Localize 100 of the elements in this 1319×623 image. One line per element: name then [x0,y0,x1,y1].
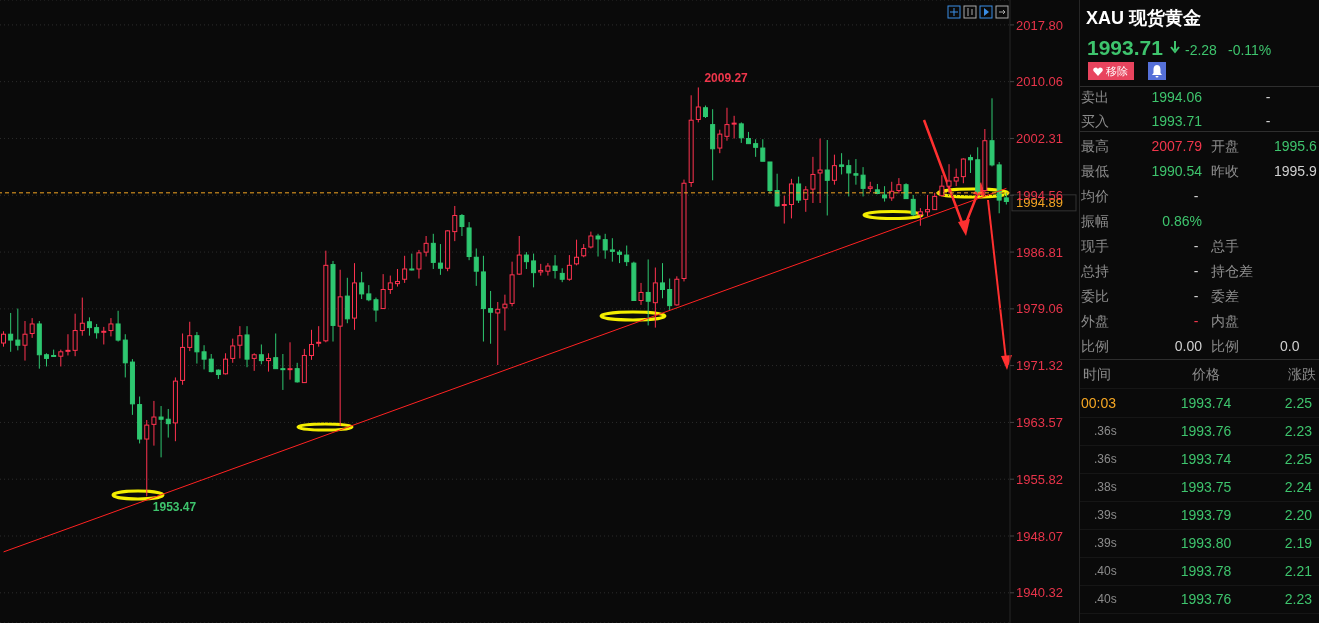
candlestick [788,178,794,219]
candlestick [803,185,809,213]
text: - [1193,288,1199,304]
candlestick [237,325,243,359]
text: 2.19 [1284,535,1312,551]
candlestick [910,194,916,217]
text: 1994.06 [1151,89,1202,105]
candlestick [115,310,121,343]
text: 委差 [1211,288,1239,304]
candlestick [717,129,723,154]
text: - [1265,113,1271,129]
y-tick-label: 1986.81 [1016,244,1063,260]
text: 移除 [1106,64,1128,77]
candlestick [430,233,436,270]
text: 1995.9 [1274,163,1317,179]
y-tick-label: 1955.82 [1016,471,1063,487]
candlestick [516,235,522,276]
text: 2.23 [1284,423,1312,439]
candlestick [738,121,744,144]
text: 1993.80 [1180,535,1232,551]
text: 总手 [1211,238,1239,254]
text: 时间 [1083,366,1111,382]
candlestick [960,157,966,184]
candlestick [344,277,350,324]
text: 内盘 [1211,313,1239,329]
candlestick [602,233,608,260]
candlestick [488,290,494,345]
text: 0.00 [1174,338,1202,354]
candlestick [223,352,229,376]
y-tick-label: 1948.07 [1016,528,1063,544]
text: - [1193,238,1199,254]
y-tick-label: 1963.57 [1016,415,1063,431]
candlestick [531,253,537,288]
candlestick [595,233,601,258]
text: 1993.71 [1151,113,1202,129]
candlestick [574,239,580,266]
candlestick [824,139,830,216]
candlestick [667,278,673,311]
text: 2007.79 [1151,138,1202,154]
candlestick [402,255,408,284]
candlestick [796,176,802,204]
candlestick [373,297,379,323]
candlestick [15,308,21,351]
text: 2.25 [1284,451,1312,467]
text: .39s [1094,508,1117,522]
text: .40s [1094,564,1117,578]
text: 现手 [1081,238,1109,254]
text: .36s [1094,452,1117,466]
text: -0.11% [1228,42,1272,58]
candlestick [839,152,845,175]
candlestick [473,247,479,287]
text: 1995.6 [1274,138,1317,154]
candlestick [638,282,644,306]
text: 1990.54 [1151,163,1202,179]
candlestick [495,301,501,366]
candlestick [294,362,300,384]
candlestick [309,329,315,361]
text: 比例 [1081,338,1109,354]
text: - [1265,89,1271,105]
candlestick [645,258,651,326]
candlestick [552,254,558,280]
candlestick [22,320,28,362]
text: .38s [1094,480,1117,494]
y-tick-label: 2002.31 [1016,131,1063,147]
text: 振幅 [1081,213,1109,229]
text: - [1193,313,1199,329]
text: 最低 [1081,163,1109,179]
candlestick [165,408,171,439]
text: 1993.74 [1180,395,1232,411]
text: 1993.76 [1180,591,1232,607]
text: 1993.75 [1180,479,1232,495]
candlestick [817,138,823,204]
candlestick [652,267,658,329]
candlestick [609,237,615,263]
text: 昨收 [1211,163,1239,179]
text: 买入 [1081,113,1109,129]
candlestick [8,312,14,353]
text: 1993.76 [1180,423,1232,439]
candlestick [831,154,837,186]
y-tick-label: 1979.06 [1016,301,1063,317]
text: 2.21 [1284,563,1312,579]
candlestick [760,138,766,162]
text: 持仓差 [1211,263,1253,279]
text: 委比 [1081,288,1109,304]
candlestick [925,194,931,217]
text: 开盘 [1211,138,1239,154]
text: .40s [1094,592,1117,606]
text: 2.24 [1284,479,1312,495]
text: 均价 [1081,188,1109,204]
text: 0.86% [1162,213,1202,229]
candlestick [108,317,114,337]
text: 卖出 [1081,89,1109,105]
candlestick [266,352,272,373]
candlestick [79,297,85,337]
text: - [1193,188,1199,204]
text: 0.0 [1280,338,1300,354]
y-tick-label: 1940.32 [1016,585,1063,601]
candlestick [781,195,787,225]
candlestick [566,254,572,282]
candlestick [144,419,150,497]
